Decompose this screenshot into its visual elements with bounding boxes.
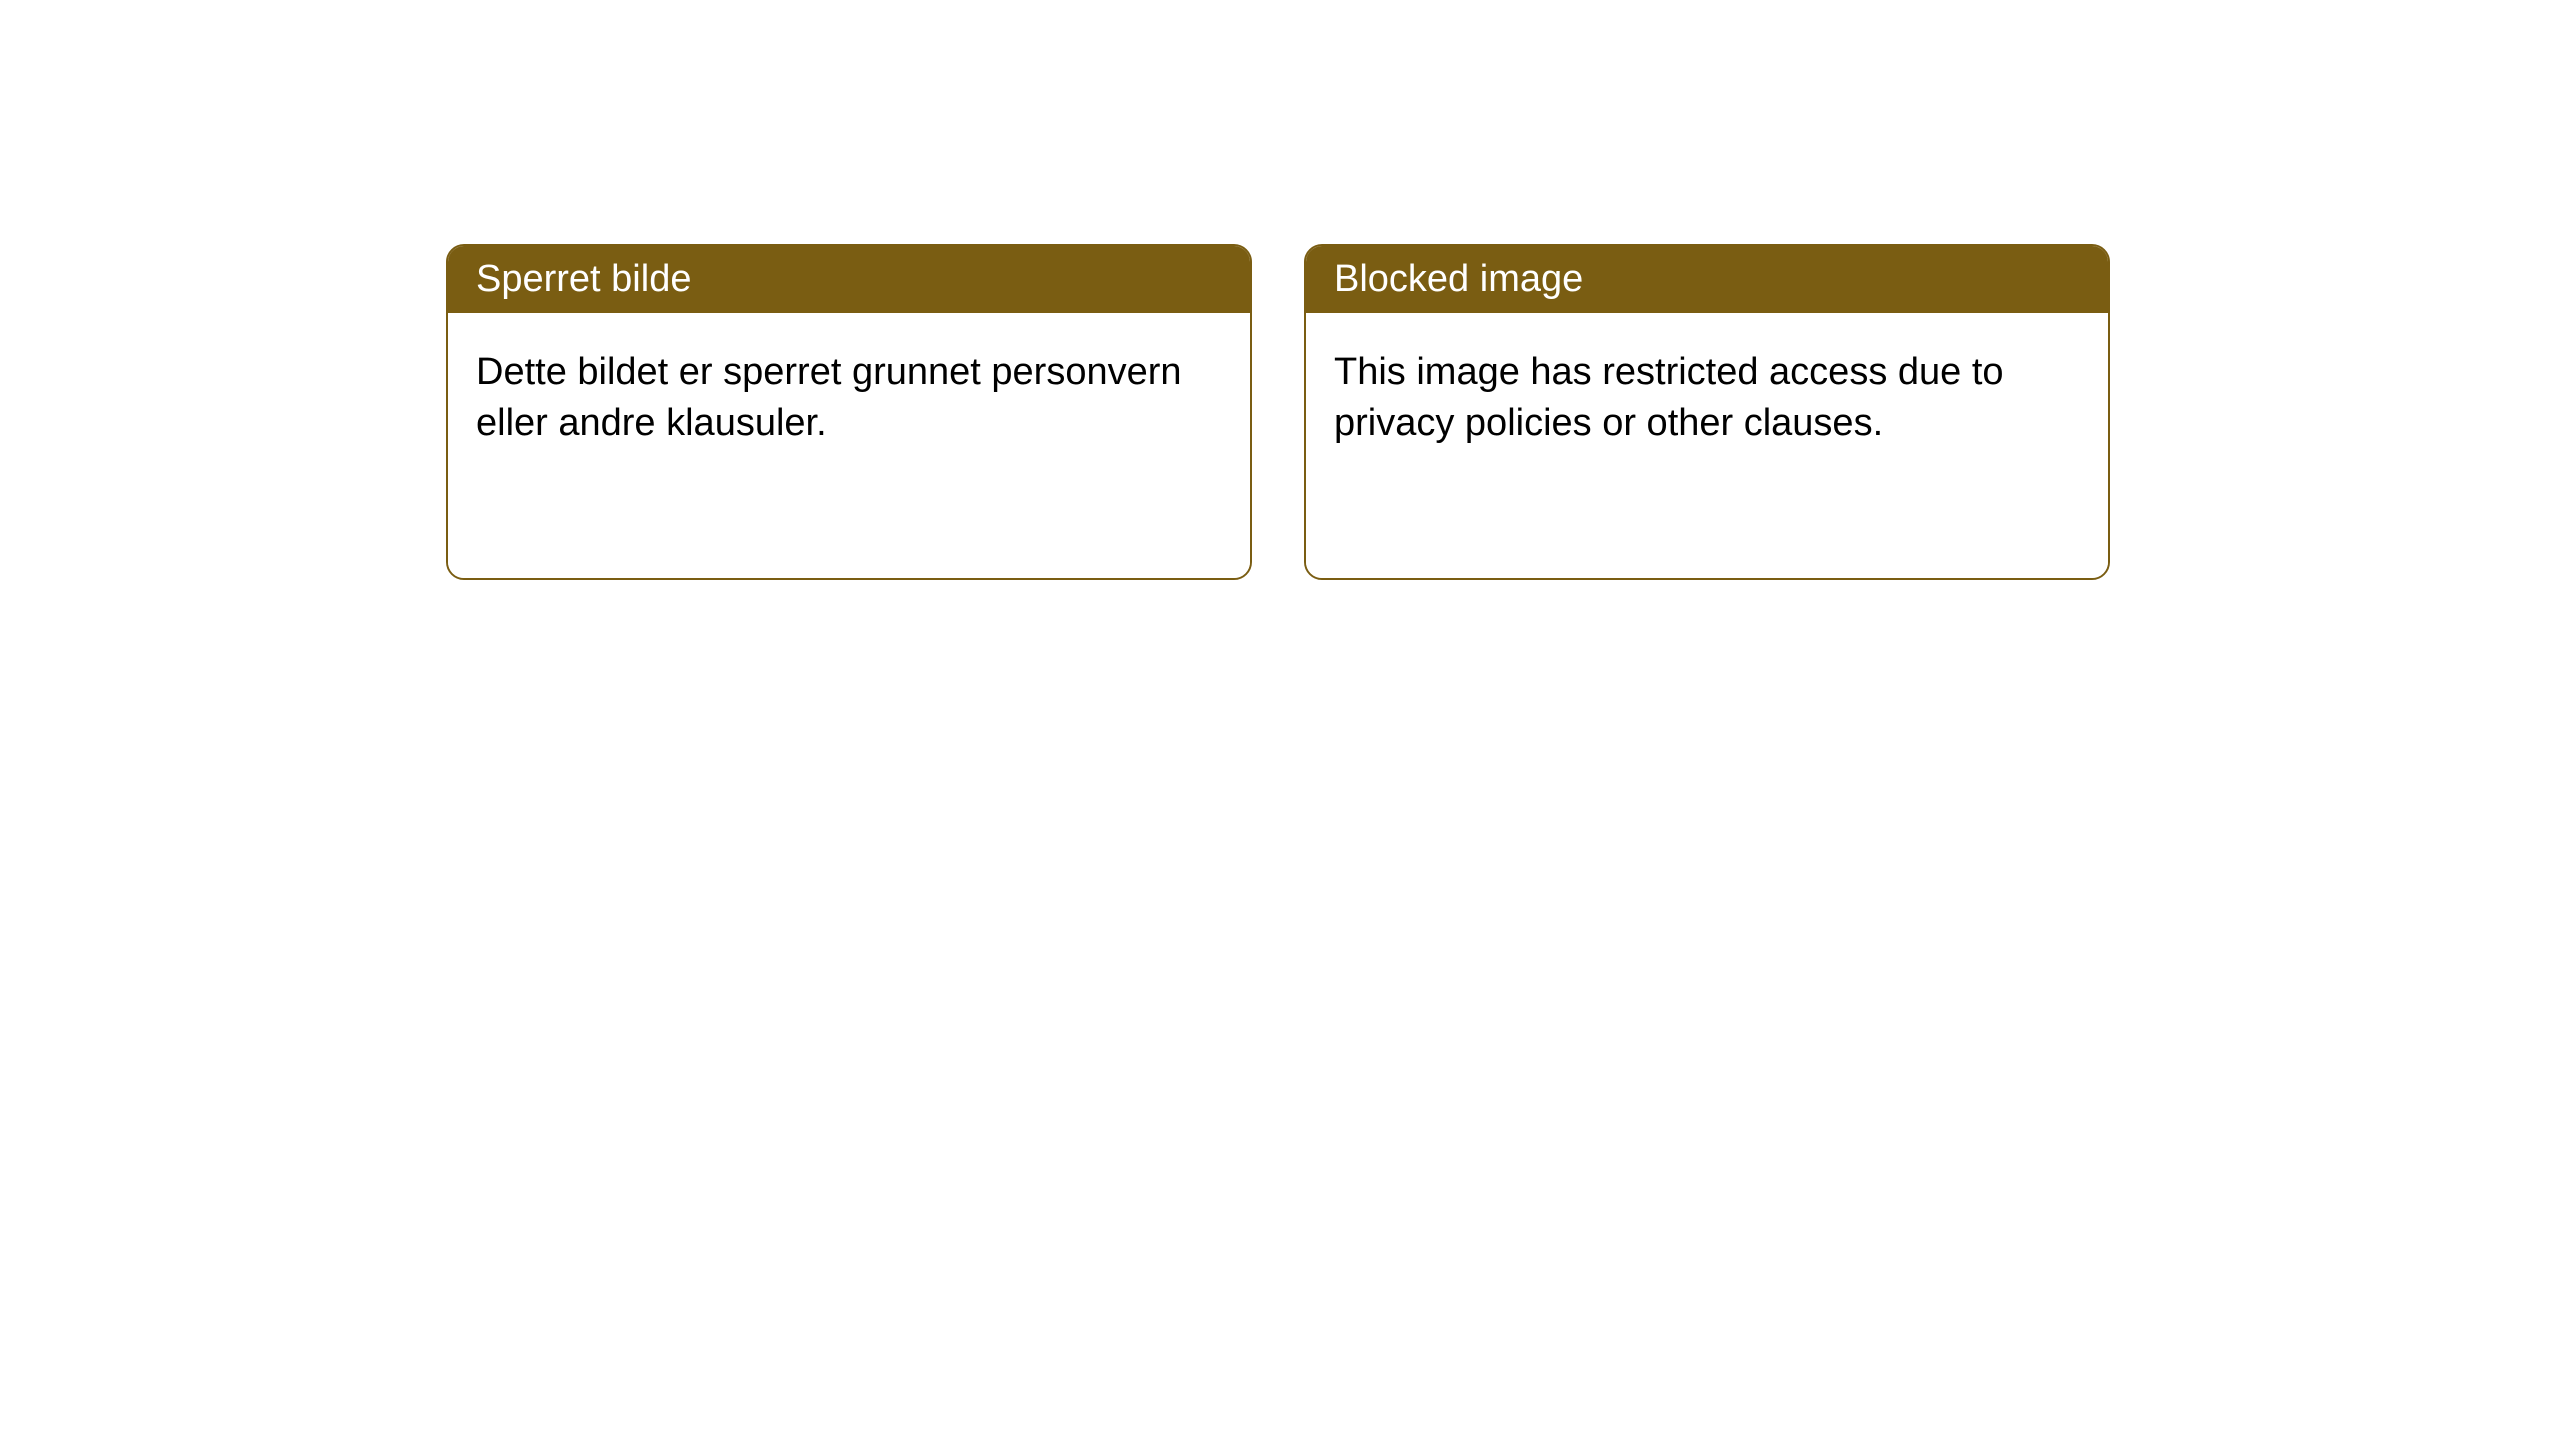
notice-body: This image has restricted access due to …	[1306, 313, 2108, 578]
notice-header: Blocked image	[1306, 246, 2108, 313]
notice-card-norwegian: Sperret bilde Dette bildet er sperret gr…	[446, 244, 1252, 580]
notice-container: Sperret bilde Dette bildet er sperret gr…	[0, 0, 2560, 580]
notice-body: Dette bildet er sperret grunnet personve…	[448, 313, 1250, 578]
notice-card-english: Blocked image This image has restricted …	[1304, 244, 2110, 580]
notice-header: Sperret bilde	[448, 246, 1250, 313]
